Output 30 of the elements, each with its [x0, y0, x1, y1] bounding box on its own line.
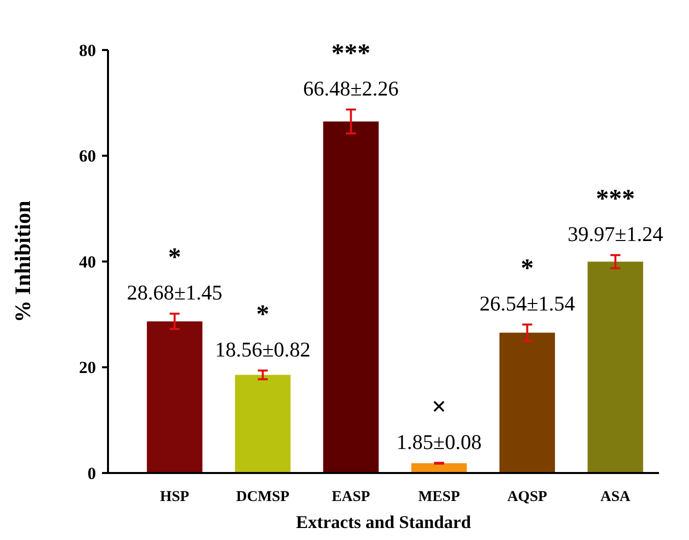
- y-tick-label: 80: [79, 40, 96, 60]
- annotation: ×: [432, 392, 446, 421]
- x-tick-label: ASA: [600, 489, 631, 505]
- annotation: *: [256, 300, 270, 329]
- data-label: 39.97±1.24: [568, 222, 664, 246]
- y-tick-label: 60: [79, 146, 96, 166]
- bar: [146, 321, 202, 473]
- data-label: 66.48±2.26: [303, 76, 399, 101]
- annotation: *: [168, 242, 182, 272]
- y-tick-label: 40: [79, 252, 96, 272]
- x-tick-label: AQSP: [507, 489, 548, 505]
- data-label: 28.68±1.45: [126, 280, 222, 305]
- data-label: 26.54±1.54: [479, 292, 576, 316]
- x-tick-label: EASP: [332, 489, 370, 505]
- bar: [588, 262, 644, 473]
- y-tick-label: 0: [88, 464, 96, 483]
- annotation: ***: [331, 38, 370, 68]
- y-tick-label: 20: [79, 358, 96, 378]
- data-label: 18.56±0.82: [215, 338, 311, 362]
- bar: [499, 332, 555, 473]
- data-label: 1.85±0.08: [396, 430, 482, 454]
- annotation: ***: [596, 184, 635, 214]
- x-tick-label: HSP: [160, 489, 190, 505]
- x-tick-label: MESP: [418, 489, 460, 505]
- bar: [235, 374, 291, 473]
- annotation: *: [520, 254, 534, 283]
- x-tick-label: DCMSP: [236, 489, 290, 505]
- x-axis-title: Extracts and Standard: [296, 512, 472, 532]
- y-axis-title: % Inhibition: [10, 200, 35, 322]
- bar: [323, 121, 379, 473]
